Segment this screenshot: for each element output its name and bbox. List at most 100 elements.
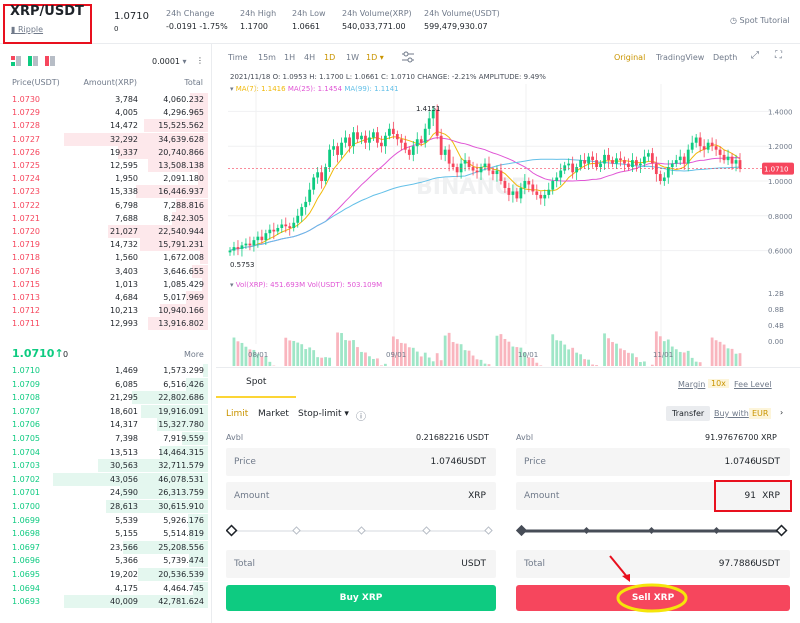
ask-row[interactable]: 1.0724 1,950 2,091.180 bbox=[0, 172, 212, 186]
bid-row[interactable]: 1.0710 1,469 1,573.299 bbox=[0, 364, 212, 377]
candle-body bbox=[232, 247, 236, 251]
order-type-limit[interactable]: Limit bbox=[226, 409, 249, 419]
bid-row[interactable]: 1.0701 24,590 26,313.759 bbox=[0, 486, 212, 500]
volume-bar bbox=[344, 340, 347, 366]
buy-price-field[interactable]: Price 1.0746 USDT bbox=[226, 448, 496, 476]
interval-tab-15m[interactable]: 15m bbox=[258, 53, 276, 62]
bid-row[interactable]: 1.0707 18,601 19,916.091 bbox=[0, 404, 212, 418]
bid-row[interactable]: 1.0708 21,295 22,802.686 bbox=[0, 391, 212, 405]
volume-bar bbox=[519, 347, 523, 366]
ma-toggle-icon[interactable]: ▾ bbox=[230, 85, 236, 93]
buy-avbl-label: Avbl bbox=[226, 433, 244, 442]
pair-title[interactable]: XRP/USDT bbox=[10, 4, 84, 19]
ask-row[interactable]: 1.0722 6,798 7,288.816 bbox=[0, 198, 212, 212]
interval-dropdown[interactable]: 1D ▾ bbox=[366, 53, 384, 62]
spot-tutorial-link[interactable]: ◷ Spot Tutorial bbox=[730, 16, 790, 25]
bid-row[interactable]: 1.0693 40,009 42,781.624 bbox=[0, 595, 212, 609]
view-tab-tradingview[interactable]: TradingView bbox=[656, 53, 705, 62]
asks-only-view-icon[interactable] bbox=[45, 56, 55, 66]
ma7-label: MA(7): 1.1416 bbox=[235, 85, 286, 93]
interval-tab-1h[interactable]: 1H bbox=[284, 53, 296, 62]
view-tab-depth[interactable]: Depth bbox=[713, 53, 738, 62]
fullscreen-icon[interactable]: ⛶ bbox=[775, 50, 782, 61]
stop-limit-label: Stop-limit bbox=[298, 409, 342, 419]
transfer-button[interactable]: Transfer bbox=[666, 406, 711, 421]
buy-with-currency[interactable]: EUR bbox=[749, 408, 772, 419]
ask-row[interactable]: 1.0713 4,684 5,017.969 bbox=[0, 291, 212, 304]
precision-select[interactable]: 0.0001 ▾ bbox=[152, 57, 187, 66]
ask-row[interactable]: 1.0727 32,292 34,639.628 bbox=[0, 132, 212, 146]
order-type-market[interactable]: Market bbox=[258, 409, 289, 419]
bids-only-view-icon[interactable] bbox=[28, 56, 38, 66]
ask-row[interactable]: 1.0718 1,560 1,672.008 bbox=[0, 251, 212, 265]
ask-row[interactable]: 1.0728 14,472 15,525.562 bbox=[0, 119, 212, 133]
interval-tab-1d[interactable]: 1D bbox=[324, 53, 336, 62]
sell-price-field[interactable]: Price 1.0746 USDT bbox=[516, 448, 790, 476]
ask-row[interactable]: 1.0725 12,595 13,508.138 bbox=[0, 159, 212, 172]
ma99-label: MA(99): 1.1141 bbox=[344, 85, 399, 93]
ask-depth-bar bbox=[200, 251, 208, 265]
bid-row[interactable]: 1.0703 30,563 32,711.579 bbox=[0, 459, 212, 473]
interval-tab-4h[interactable]: 4H bbox=[304, 53, 316, 62]
tab-spot[interactable] bbox=[216, 368, 296, 398]
chevron-right-icon[interactable]: › bbox=[780, 408, 784, 417]
bid-row[interactable]: 1.0694 4,175 4,464.745 bbox=[0, 581, 212, 595]
bid-row[interactable]: 1.0700 28,613 30,615.910 bbox=[0, 500, 212, 513]
ask-row[interactable]: 1.0712 10,213 10,940.166 bbox=[0, 304, 212, 318]
ask-row[interactable]: 1.0730 3,784 4,060.232 bbox=[0, 93, 212, 106]
coin-info-link[interactable]: ▮ Ripple bbox=[11, 25, 43, 34]
both-sides-view-icon[interactable] bbox=[11, 56, 21, 66]
volume-bar bbox=[495, 335, 499, 366]
view-tab-original[interactable]: Original bbox=[614, 53, 646, 62]
bid-row[interactable]: 1.0706 14,317 15,327.780 bbox=[0, 418, 212, 432]
sell-button[interactable]: Sell XRP bbox=[516, 585, 790, 611]
candlestick-chart[interactable]: BINANCE 1.4000 1.2000 1.0000 0.8000 0.6000 1.2… bbox=[216, 44, 800, 366]
expand-icon[interactable]: ⤢ bbox=[751, 50, 759, 61]
bid-row[interactable]: 1.0702 43,056 46,078.531 bbox=[0, 472, 212, 486]
more-link[interactable]: More bbox=[184, 350, 204, 359]
bid-row[interactable]: 1.0705 7,398 7,919.559 bbox=[0, 432, 212, 445]
bid-row[interactable]: 1.0699 5,539 5,926.176 bbox=[0, 513, 212, 527]
sell-amount-slider[interactable] bbox=[516, 523, 790, 539]
ask-total: 1,085.429 bbox=[163, 279, 204, 289]
ask-total: 5,017.969 bbox=[163, 293, 204, 302]
fee-level-link[interactable]: Fee Level bbox=[734, 380, 772, 389]
buy-with-link[interactable]: Buy with bbox=[714, 409, 749, 418]
ask-row[interactable]: 1.0721 7,688 8,242.305 bbox=[0, 211, 212, 225]
ask-row[interactable]: 1.0720 21,027 22,540.944 bbox=[0, 225, 212, 238]
ask-row[interactable]: 1.0729 4,005 4,296.965 bbox=[0, 106, 212, 120]
ask-row[interactable]: 1.0716 3,403 3,646.655 bbox=[0, 264, 212, 278]
leverage-badge[interactable]: 10x bbox=[708, 379, 729, 388]
interval-tab-time[interactable]: Time bbox=[228, 53, 248, 62]
bid-row[interactable]: 1.0697 23,566 25,208.556 bbox=[0, 540, 212, 554]
ask-row[interactable]: 1.0711 12,993 13,916.802 bbox=[0, 317, 212, 331]
ask-row[interactable]: 1.0715 1,013 1,085.429 bbox=[0, 277, 212, 291]
volume-bar bbox=[467, 350, 471, 366]
info-icon[interactable]: ⓘ bbox=[356, 412, 366, 423]
ask-row[interactable]: 1.0726 19,337 20,740.866 bbox=[0, 145, 212, 159]
margin-link[interactable]: Margin bbox=[678, 380, 706, 389]
sell-amount-field[interactable]: Amount 91 XRP bbox=[516, 482, 790, 510]
buy-amount-slider[interactable] bbox=[226, 523, 496, 539]
volume-bar bbox=[583, 359, 587, 366]
interval-tab-1w[interactable]: 1W bbox=[346, 53, 359, 62]
volume-bar bbox=[391, 336, 395, 366]
more-options-icon[interactable]: ⋮ bbox=[196, 56, 204, 65]
ask-row[interactable]: 1.0719 14,732 15,791.231 bbox=[0, 238, 212, 252]
bid-row[interactable]: 1.0696 5,366 5,739.474 bbox=[0, 554, 212, 568]
bid-row[interactable]: 1.0698 5,155 5,514.819 bbox=[0, 527, 212, 541]
bid-row[interactable]: 1.0709 6,085 6,516.426 bbox=[0, 377, 212, 391]
bid-row[interactable]: 1.0704 13,513 14,464.315 bbox=[0, 445, 212, 459]
volume-toggle-icon[interactable]: ▾ bbox=[230, 281, 236, 289]
ask-row[interactable]: 1.0723 15,338 16,446.937 bbox=[0, 185, 212, 199]
buy-total-field[interactable]: Total USDT bbox=[226, 550, 496, 578]
candle-body bbox=[595, 160, 598, 168]
order-type-stop-limit[interactable]: Stop-limit ▾ bbox=[298, 409, 349, 419]
buy-amount-field[interactable]: Amount XRP bbox=[226, 482, 496, 510]
volume-bar bbox=[320, 357, 324, 366]
indicator-settings-icon[interactable] bbox=[401, 51, 415, 63]
buy-button[interactable]: Buy XRP bbox=[226, 585, 496, 611]
ask-price: 1.0712 bbox=[12, 306, 40, 316]
bid-row[interactable]: 1.0695 19,202 20,536.539 bbox=[0, 568, 212, 581]
sell-total-field[interactable]: Total 97.7886 USDT bbox=[516, 550, 790, 578]
